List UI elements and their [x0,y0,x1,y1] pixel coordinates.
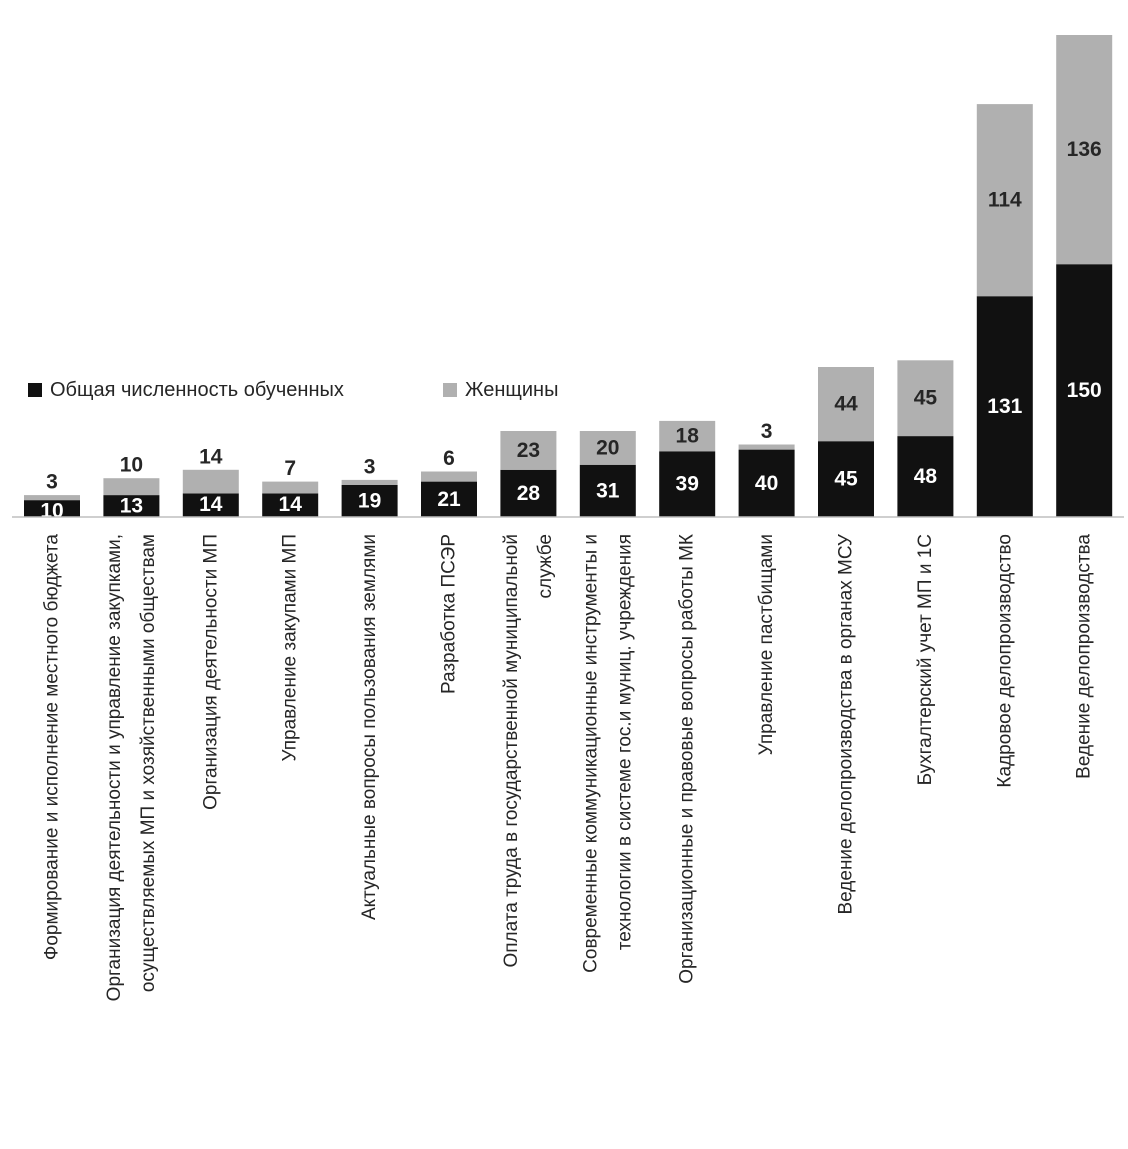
category-label-8-line-1: Современные коммуникационные инструменты… [580,534,601,973]
bar-total-1 [24,500,80,517]
category-label-3: Организация деятельности МП [200,534,221,810]
bar-total-7 [500,469,557,517]
legend-label-women: Женщины [465,379,558,401]
legend: Общая численность обученных Женщины [28,379,558,401]
bar-women-8 [579,431,636,465]
category-label-8-line-2: технологии в системе гос.и муниц. учрежд… [614,534,635,950]
value-label-total-11: 45 [834,468,858,491]
category-label-11: Ведение делопроизводства в органах МСУ [836,533,857,914]
category-label-7-line-2: службе [535,534,556,598]
bar-women-10 [738,444,795,450]
bar-women-11 [818,367,874,442]
value-label-women-9: 18 [676,425,700,448]
value-label-total-2: 13 [120,495,143,518]
value-label-total-14: 150 [1067,379,1102,402]
category-label-2-line-1: Организация деятельности и управление за… [104,534,125,1001]
value-label-total-12: 48 [914,465,938,488]
value-label-women-10: 3 [761,420,773,443]
value-label-total-8: 31 [596,479,620,502]
category-labels-layer: Формирование и исполнение местного бюдже… [42,533,1095,1001]
value-label-women-2: 10 [120,454,143,477]
bar-total-10 [738,449,795,517]
value-label-total-6: 21 [437,488,461,511]
category-label-13: Кадровое делопроизводство [994,534,1015,788]
bars-layer: 10 3 13 10 14 14 14 7 19 3 21 6 28 23 31 20 39 18 40 3 45 44 4… [24,35,1113,523]
bar-total-12 [897,436,954,517]
bar-total-14 [1056,264,1113,517]
value-label-women-8: 20 [596,436,619,459]
legend-swatch-women [443,383,457,397]
category-label-7-line-1: Оплата труда в государственной муниципал… [501,534,522,968]
bar-total-2 [103,495,160,517]
category-label-12: Бухгалтерский учет МП и 1С [915,534,936,785]
legend-swatch-total [28,383,42,397]
bar-women-12 [897,360,954,437]
bar-total-8 [579,464,636,517]
value-label-total-10: 40 [755,472,778,495]
bar-women-7 [500,431,557,470]
bar-women-1 [24,495,80,501]
category-label-2-line-2: осуществляемых МП и хозяйственными общес… [138,534,159,992]
category-label-10: Управление пастбищами [756,534,777,755]
bar-total-4 [262,493,319,517]
bar-total-5 [341,485,398,517]
bar-total-6 [421,481,477,517]
bar-women-13 [976,104,1033,297]
legend-label-total: Общая численность обученных [50,379,344,401]
value-label-total-13: 131 [987,395,1022,418]
value-label-women-12: 45 [914,387,938,410]
value-label-women-1: 3 [46,471,58,494]
category-label-5: Актуальные вопросы пользования землями [359,534,380,920]
value-label-women-7: 23 [517,439,540,462]
bar-women-5 [341,479,398,485]
bar-women-3 [182,469,239,494]
bar-women-14 [1056,35,1113,265]
value-label-women-14: 136 [1067,138,1102,161]
value-label-women-3: 14 [199,445,223,468]
bar-total-13 [976,296,1033,517]
category-label-9: Организационные и правовые вопросы работ… [677,534,698,984]
value-label-total-9: 39 [676,473,699,496]
bar-women-4 [262,481,319,494]
category-label-4: Управление закупами МП [280,534,301,762]
bar-total-9 [659,451,716,517]
category-label-6: Разработка ПСЭР [439,534,460,694]
value-label-total-7: 28 [517,482,541,505]
value-label-women-11: 44 [834,393,858,416]
value-label-total-5: 19 [358,490,381,513]
bar-total-11 [818,441,874,517]
bar-women-6 [421,471,477,482]
category-label-14: Ведение делопроизводства [1074,534,1095,779]
category-label-1: Формирование и исполнение местного бюдже… [42,534,63,961]
bar-women-2 [103,478,160,496]
value-label-women-4: 7 [284,457,296,480]
value-label-total-3: 14 [199,493,223,516]
value-label-women-6: 6 [443,447,455,470]
value-label-total-1: 10 [40,500,63,523]
bar-total-3 [182,493,239,517]
value-label-total-4: 14 [279,493,303,516]
value-label-women-5: 3 [364,455,376,478]
value-label-women-13: 114 [988,189,1022,212]
bar-women-9 [659,420,716,452]
